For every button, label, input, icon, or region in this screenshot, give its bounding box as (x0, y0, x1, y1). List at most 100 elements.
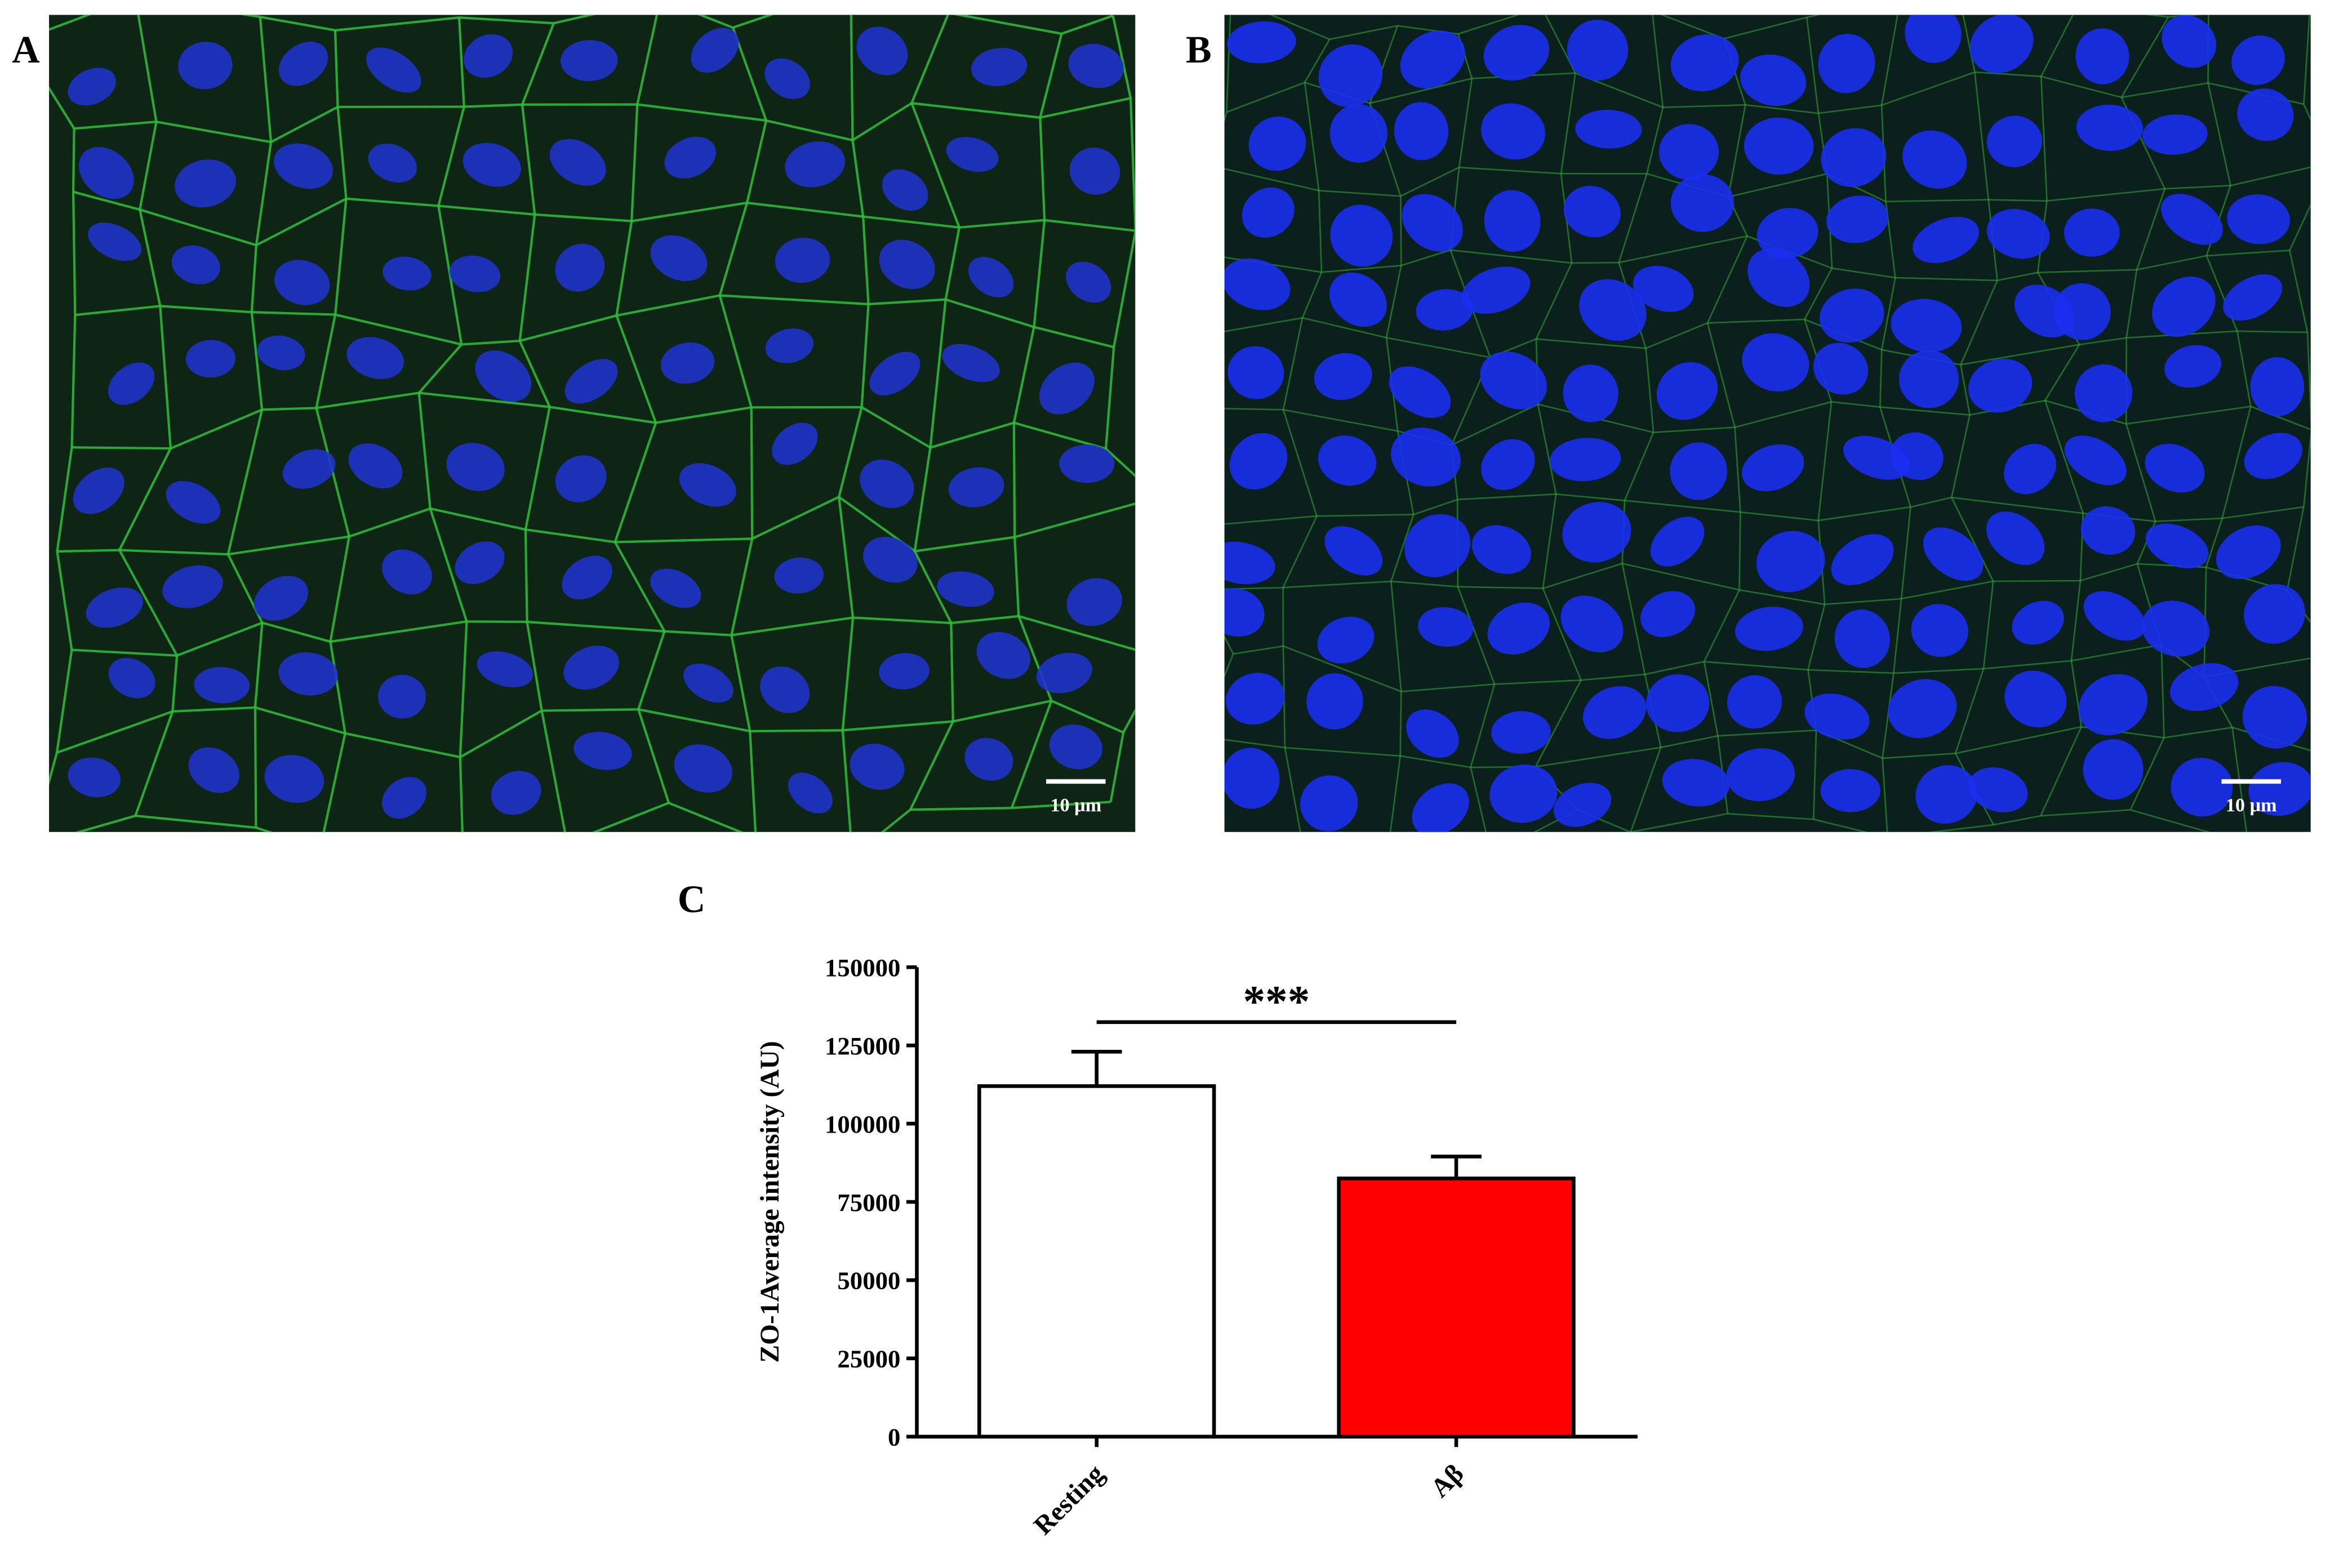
nucleus (1726, 748, 1795, 801)
cell-border (1895, 277, 1998, 282)
cell-border (1224, 112, 1228, 123)
nucleus (1480, 351, 1547, 409)
cell-border (119, 549, 228, 556)
nucleus (1389, 366, 1451, 418)
nucleus (1242, 187, 1295, 238)
cell-border (1535, 746, 1661, 768)
cell-border (1457, 493, 1557, 501)
cell-border (1390, 581, 1402, 692)
nucleus (1317, 616, 1375, 664)
nucleus (162, 565, 223, 608)
cell-border (1881, 71, 1975, 106)
cell-border (72, 648, 177, 657)
nucleus (946, 137, 999, 172)
nucleus (368, 143, 417, 183)
cell-border (519, 314, 617, 342)
cell-border (1645, 348, 1655, 433)
cell-border (945, 298, 1035, 328)
cell-border (1630, 747, 1662, 832)
cell-border (1413, 498, 1458, 515)
nucleus (274, 143, 333, 189)
nucleus (1406, 709, 1459, 758)
cell-border (732, 15, 774, 29)
cell-border (861, 406, 931, 449)
cell-border (1960, 0, 2077, 7)
cell-border (2040, 809, 2131, 817)
nucleus (764, 58, 810, 99)
nucleus (1670, 174, 1735, 232)
nucleus (948, 467, 1004, 507)
cell-border (459, 757, 464, 832)
nucleus (1329, 272, 1387, 327)
cell-border (1233, 645, 1284, 655)
cell-border (2236, 331, 2252, 407)
nucleus (937, 571, 994, 607)
nucleus (2164, 345, 2222, 388)
cell-border (1997, 271, 2038, 282)
nucleus (1744, 117, 1814, 175)
nucleus (1330, 204, 1393, 267)
cell-border (2136, 255, 2207, 271)
nucleus (1318, 44, 1383, 108)
nucleus (942, 344, 1000, 382)
nucleus (1562, 502, 1631, 563)
cell-border (255, 706, 346, 735)
cell-border (1660, 735, 1718, 749)
cell-border (316, 391, 419, 409)
cell-border (1813, 818, 1869, 832)
cell-border (549, 406, 656, 424)
nucleus (1314, 353, 1372, 400)
nucleus (760, 666, 810, 714)
cell-border (2222, 506, 2304, 519)
nucleus (2162, 15, 2217, 68)
nucleus (2242, 685, 2307, 749)
cell-border (226, 409, 264, 555)
cell-border (74, 814, 136, 832)
nucleus (1902, 130, 1967, 189)
cell-border (697, 15, 733, 29)
cell-border (718, 202, 749, 296)
nucleus (1229, 433, 1288, 489)
cell-border (1882, 752, 1956, 759)
cell-border (1318, 190, 1401, 197)
nucleus (555, 455, 607, 502)
cell-border (2207, 82, 2231, 186)
cell-border (1618, 173, 1648, 263)
micrograph-content (49, 15, 1136, 856)
cell-border (1400, 167, 1460, 197)
nucleus (2004, 444, 2057, 495)
nucleus (449, 255, 501, 292)
nucleus (1402, 194, 1463, 252)
nucleus (664, 136, 717, 179)
cell-border (1893, 668, 1984, 674)
nucleus (660, 342, 715, 384)
cell-border (953, 700, 1052, 723)
nucleus (561, 40, 618, 82)
cell-border (1960, 344, 2080, 366)
cell-border (756, 838, 852, 856)
nucleus (882, 169, 928, 211)
cell-border (437, 106, 465, 207)
nucleus (1969, 15, 2034, 74)
nucleus (446, 443, 505, 491)
cell-border (1879, 350, 1883, 407)
nucleus (1225, 672, 1285, 725)
nucleus (1986, 209, 2050, 259)
cell-border (335, 16, 460, 32)
cell-border (1301, 271, 1323, 318)
cell-border (1807, 604, 1826, 670)
cell-border (1317, 514, 1414, 517)
cell-border (2136, 188, 2166, 270)
cell-border (766, 119, 853, 141)
nucleus (1563, 185, 1621, 238)
cell-border (1962, 15, 1976, 73)
nucleus (1575, 109, 1642, 149)
cell-border (638, 708, 750, 733)
cell-border (1735, 401, 1832, 428)
cell-border (1537, 404, 1557, 495)
cell-border (1982, 581, 1994, 669)
cell-border (2306, 332, 2311, 429)
cell-border (57, 549, 120, 553)
cell-border (1225, 15, 1231, 113)
cell-border (170, 408, 263, 450)
